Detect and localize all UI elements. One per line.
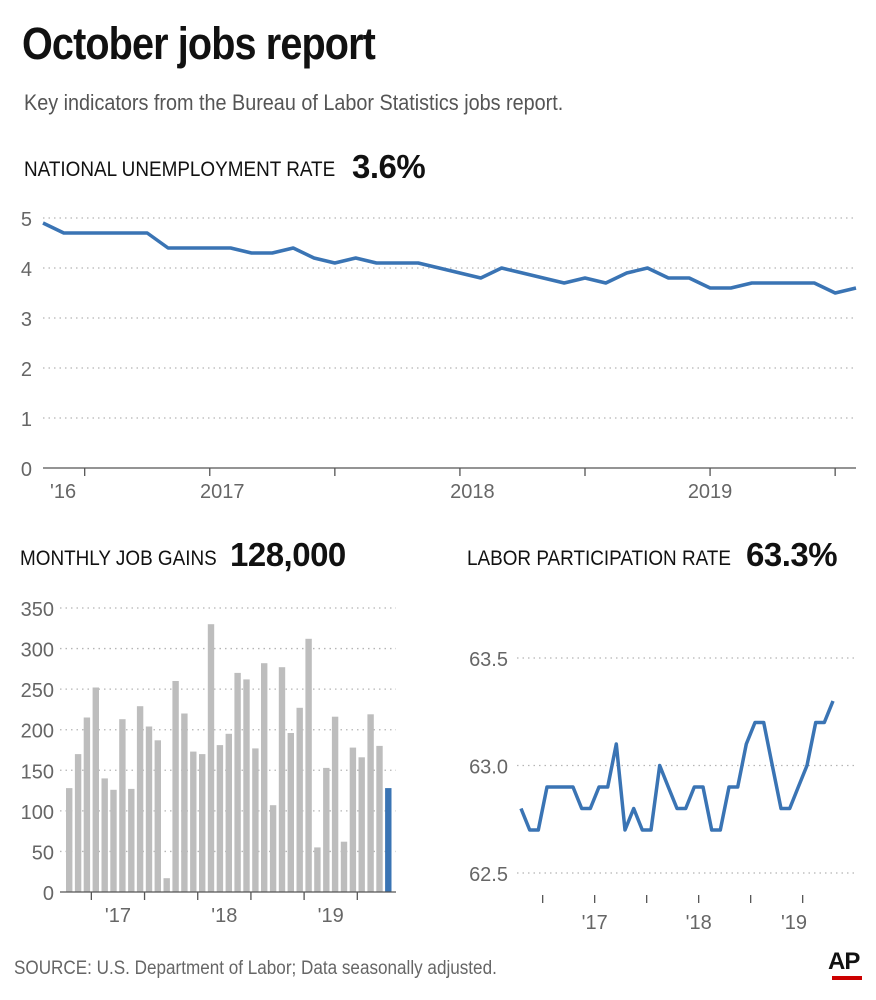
bar [128, 788, 135, 892]
bar [199, 754, 206, 892]
y-tick-label: 3 [21, 309, 32, 331]
ap-logo: AP [828, 950, 868, 986]
participation-series-line [519, 700, 835, 832]
x-tick-label: '17 [582, 912, 608, 934]
job-gains-headline-value: 128,000 [230, 536, 346, 573]
ap-logo-text: AP [828, 948, 860, 975]
bar [74, 754, 82, 892]
bar [331, 716, 339, 892]
bar [385, 788, 392, 892]
x-tick-label: '19 [781, 912, 807, 934]
y-tick-label: 250 [21, 680, 54, 702]
bar [252, 748, 259, 892]
unemployment-line-chart: 0 1 2 3 4 5 '16 2017 2018 2019 [21, 209, 857, 503]
bar [243, 679, 250, 892]
ap-logo-bar [832, 976, 862, 980]
y-tick-label: 1 [21, 409, 32, 431]
x-tick-label: 2018 [450, 481, 495, 503]
y-tick-label: 0 [21, 459, 32, 481]
y-tick-label: 5 [21, 209, 32, 231]
bar [358, 757, 365, 892]
bar [145, 726, 153, 892]
bar [314, 847, 321, 892]
bar [278, 667, 286, 892]
x-tick-label: '17 [105, 905, 131, 927]
bar [225, 733, 232, 892]
y-tick-label: 200 [21, 721, 54, 743]
bar [207, 624, 215, 892]
unemployment-headline-value: 3.6% [352, 148, 426, 185]
y-tick-label: 150 [21, 761, 54, 783]
y-tick-label: 350 [21, 599, 54, 621]
bar [234, 672, 241, 892]
source-note: SOURCE: U.S. Department of Labor; Data s… [14, 958, 497, 979]
bar [66, 788, 73, 892]
bar [181, 713, 188, 892]
bar [340, 841, 348, 892]
y-tick-label: 62.5 [469, 864, 508, 886]
bar [367, 714, 374, 892]
bar [119, 719, 126, 892]
y-tick-label: 2 [21, 359, 32, 381]
participation-chart-title: LABOR PARTICIPATION RATE [467, 547, 731, 570]
x-tick-label: 2017 [200, 481, 245, 503]
bar [83, 717, 91, 892]
x-tick-label: '18 [211, 905, 237, 927]
job-gains-bar-chart: 0 50 100 150 200 250 300 350 '17 '18 '19 [21, 599, 396, 927]
x-tick-label: '18 [686, 912, 712, 934]
y-tick-label: 63.5 [469, 649, 508, 671]
bar [101, 778, 108, 892]
participation-headline-value: 63.3% [746, 536, 838, 573]
job-gains-chart-title: MONTHLY JOB GAINS [20, 547, 217, 570]
bar [110, 789, 117, 892]
participation-line-chart: 62.5 63.0 63.5 '17 '18 '19 [469, 649, 856, 934]
bar [269, 805, 277, 892]
bar [136, 706, 144, 892]
bar [163, 878, 170, 892]
y-tick-label: 0 [43, 883, 54, 905]
bar [305, 638, 312, 892]
page-subtitle: Key indicators from the Bureau of Labor … [24, 90, 564, 115]
y-tick-label: 300 [21, 640, 54, 662]
bar [172, 681, 179, 892]
bar [323, 767, 330, 892]
bar [376, 745, 383, 892]
page-title: October jobs report [22, 18, 376, 69]
bar [349, 747, 357, 892]
bar [190, 751, 197, 892]
y-tick-label: 4 [21, 259, 32, 281]
bar [296, 707, 303, 892]
bar [216, 745, 224, 892]
x-tick-label: '16 [50, 481, 76, 503]
y-tick-label: 63.0 [469, 757, 508, 779]
x-tick-label: '19 [318, 905, 344, 927]
bar [92, 687, 99, 892]
x-tick-label: 2019 [688, 481, 733, 503]
bar [261, 663, 268, 892]
bar [154, 740, 161, 892]
unemployment-series-line [42, 221, 857, 295]
unemployment-chart-title: NATIONAL UNEMPLOYMENT RATE [24, 158, 336, 181]
bar [287, 733, 294, 892]
y-tick-label: 100 [21, 802, 54, 824]
y-tick-label: 50 [32, 842, 54, 864]
